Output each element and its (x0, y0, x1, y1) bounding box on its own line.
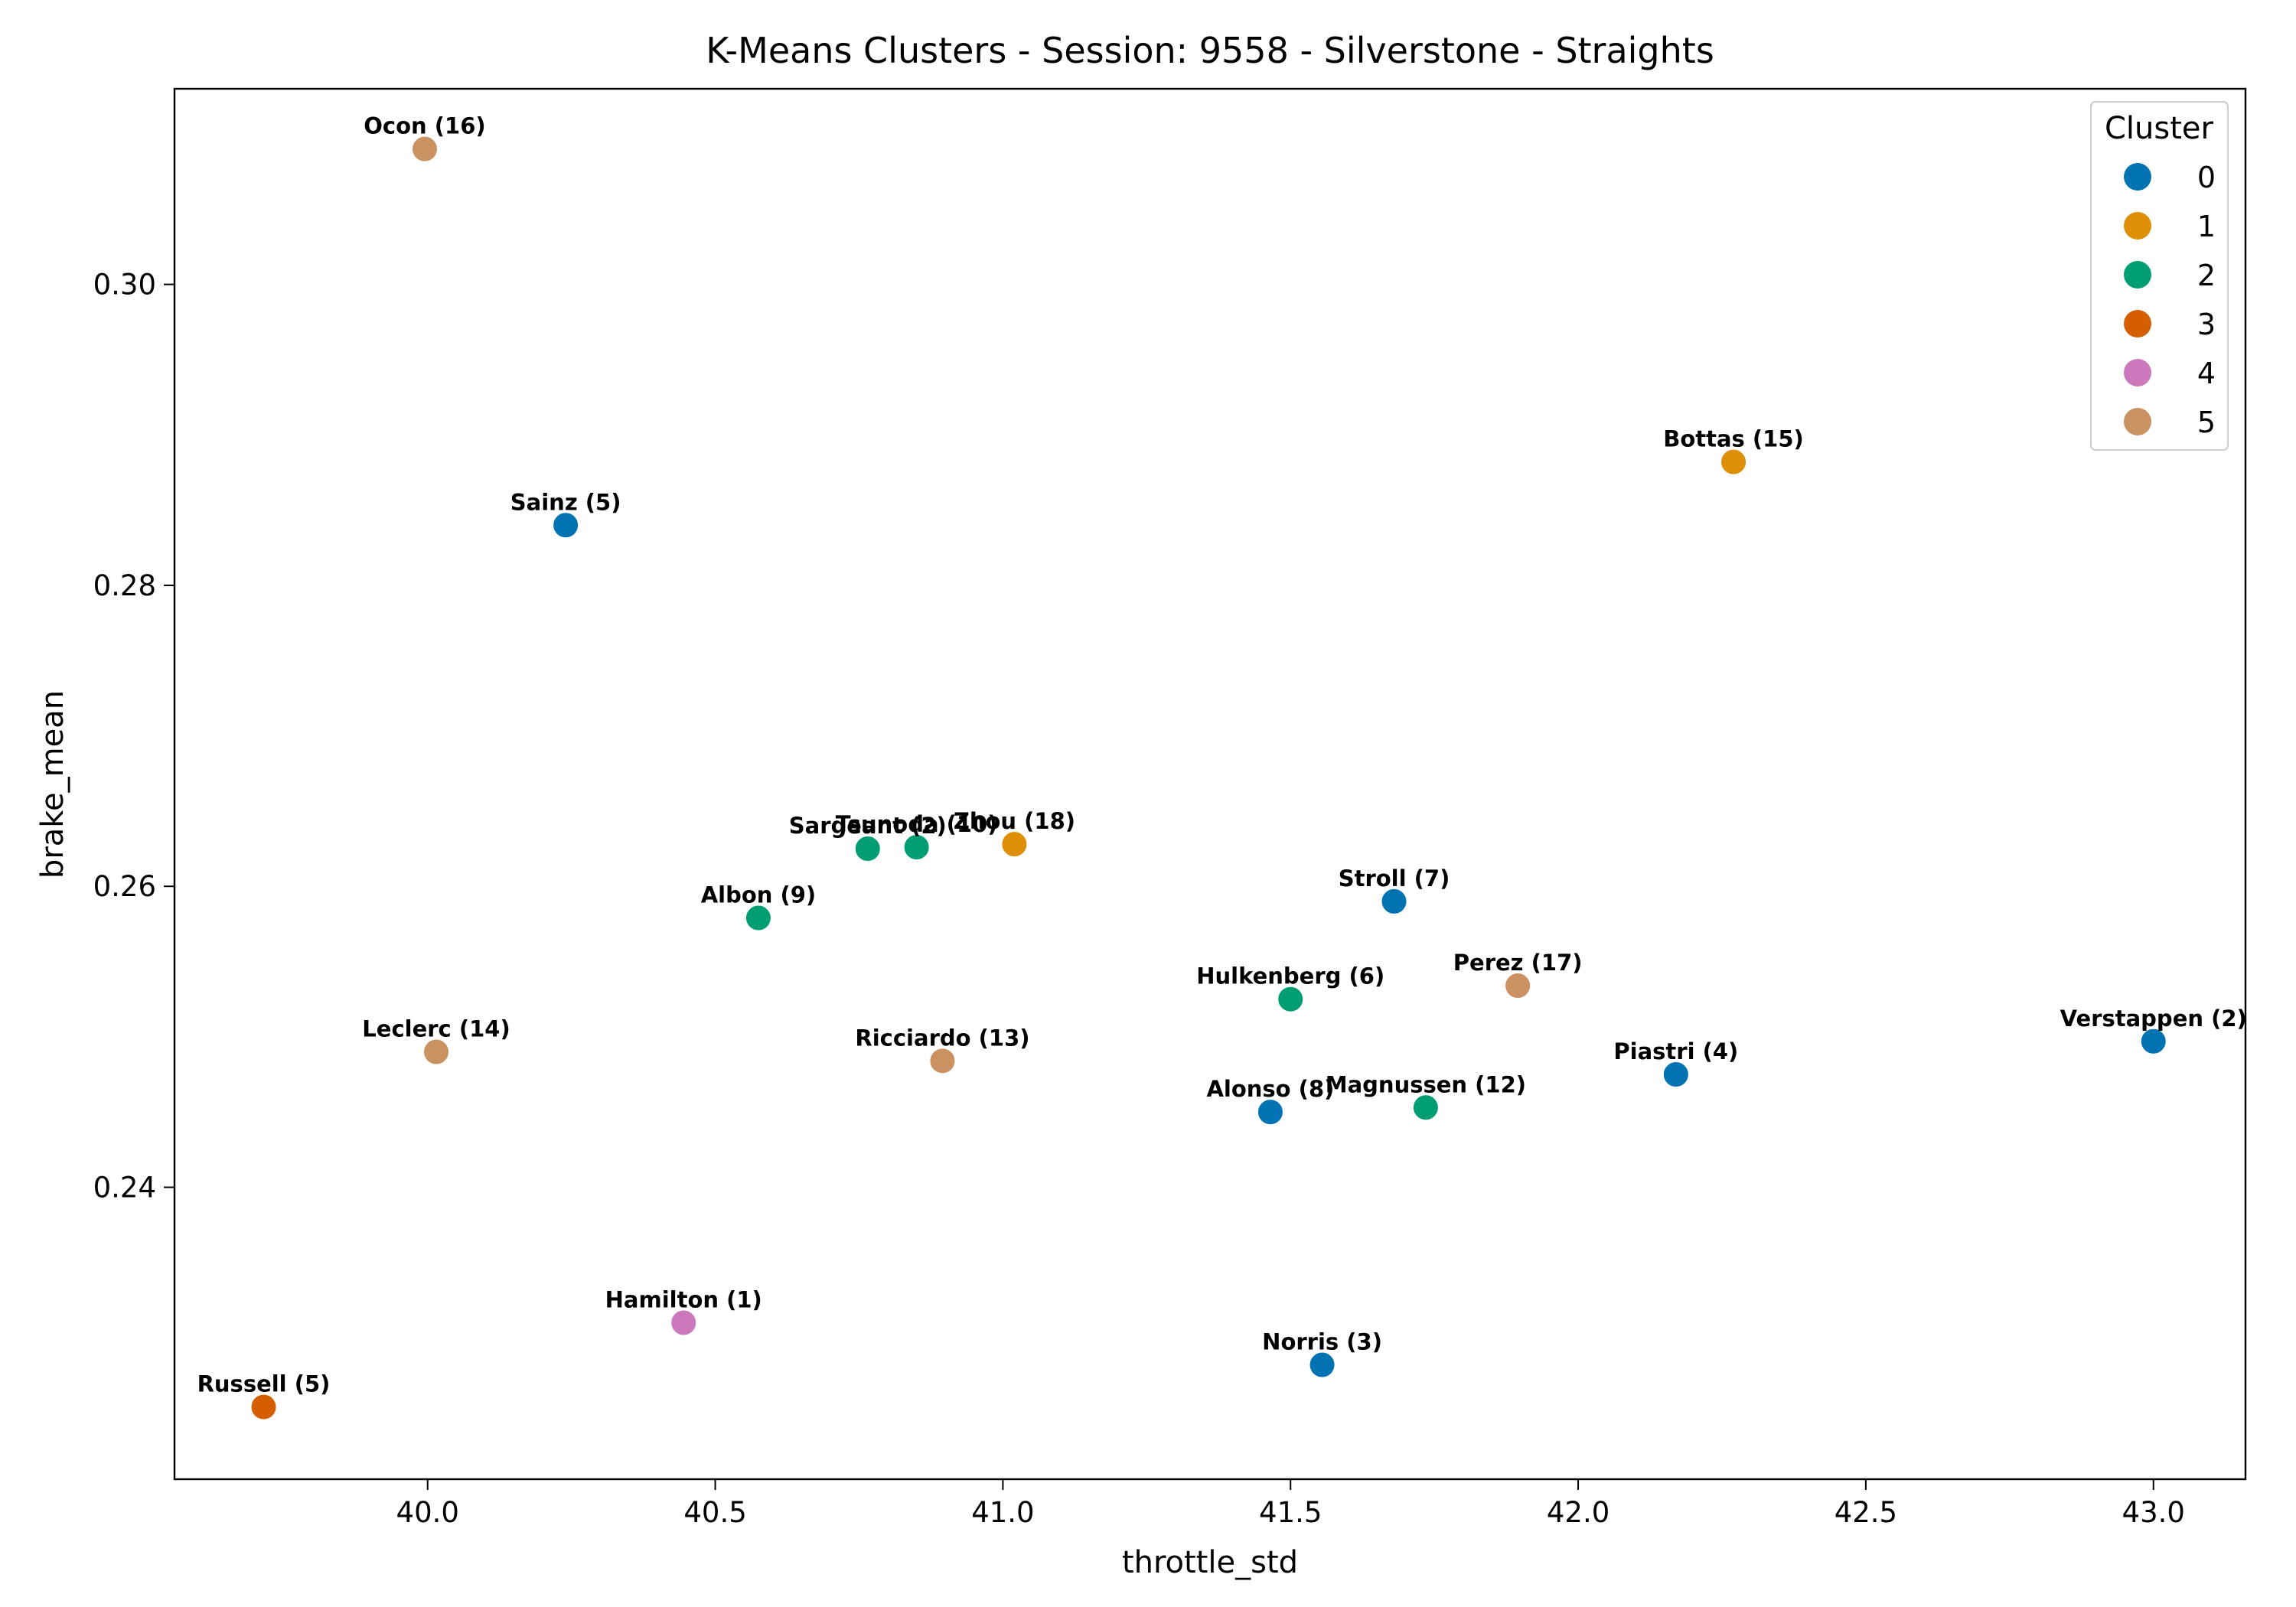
y-tick-label: 0.26 (93, 870, 156, 903)
legend-marker (2124, 261, 2151, 288)
data-point (1000, 830, 1029, 859)
data-point-label: Sargeant (2) (789, 813, 947, 839)
legend-label: 4 (2197, 357, 2216, 390)
x-tick-label: 41.5 (1259, 1496, 1322, 1529)
legend-label: 2 (2197, 259, 2216, 292)
y-tick-label: 0.30 (93, 269, 156, 302)
legend-marker (2124, 310, 2151, 337)
data-point (853, 835, 882, 863)
x-axis-ticks: 40.0 40.5 41.0 41.5 42.0 42.5 43.0 (396, 1479, 2185, 1529)
x-tick-label: 42.0 (1547, 1496, 1609, 1529)
y-axis-ticks: 0.24 0.26 0.28 0.30 (93, 269, 174, 1204)
data-point-label: Zhou (18) (954, 808, 1075, 834)
y-tick-label: 0.28 (93, 569, 156, 602)
legend-entries: 0 1 2 3 4 5 (2124, 161, 2216, 439)
x-tick-label: 40.5 (683, 1496, 746, 1529)
data-point (744, 904, 772, 932)
legend-marker (2124, 408, 2151, 435)
data-point (249, 1393, 278, 1421)
plot-area: 40.0 40.5 41.0 41.5 42.0 42.5 43.0 0.240.260.2… (93, 87, 2247, 1529)
data-point-label: Hamilton (1) (605, 1286, 762, 1312)
data-point-label: Alonso (8) (1206, 1076, 1334, 1102)
data-point (1256, 1098, 1284, 1126)
data-point (552, 511, 580, 539)
data-point-label: Norris (3) (1262, 1329, 1382, 1355)
data-point (422, 1038, 451, 1066)
x-tick-label: 41.0 (971, 1496, 1034, 1529)
data-point (1308, 1351, 1336, 1379)
y-axis-label: brake_mean (35, 690, 70, 878)
legend-label: 3 (2197, 308, 2216, 341)
data-point (1662, 1061, 1690, 1089)
legend-label: 0 (2197, 161, 2216, 194)
data-point-label: Perez (17) (1453, 950, 1583, 976)
data-point-label: Stroll (7) (1339, 865, 1450, 892)
data-point-label: Ricciardo (13) (855, 1025, 1029, 1051)
data-point (670, 1309, 698, 1337)
data-point (928, 1047, 957, 1075)
data-point (902, 833, 931, 862)
x-axis-label: throttle_std (1122, 1545, 1298, 1580)
data-point-label: Ocon (16) (364, 113, 485, 139)
legend-label: 5 (2197, 406, 2216, 439)
x-tick-label: 40.0 (396, 1496, 459, 1529)
data-point (1411, 1094, 1440, 1122)
data-point-label: Albon (9) (701, 882, 817, 908)
data-point-label: Sainz (5) (510, 489, 621, 515)
data-point (1277, 985, 1305, 1013)
data-point-label: Leclerc (14) (362, 1016, 510, 1042)
legend-marker (2124, 163, 2151, 191)
data-point-label: Magnussen (12) (1326, 1071, 1526, 1097)
data-point-label: Verstappen (2) (2060, 1006, 2247, 1032)
legend-frame (2090, 101, 2229, 451)
data-points (249, 135, 2167, 1421)
data-point-label: Bottas (15) (1663, 426, 1804, 452)
data-point (1504, 972, 1532, 1000)
data-point-label: Tsunoda (10) (836, 811, 998, 837)
legend-marker (2124, 212, 2151, 240)
data-point (1720, 448, 1748, 476)
data-point-label: Russell (5) (197, 1371, 331, 1397)
data-point-labels: Ocon (16) Sainz (5) Bottas (15) Sargeant (2… (197, 113, 2247, 1397)
data-point (410, 135, 439, 163)
data-point (2139, 1027, 2167, 1055)
legend-title: Cluster (2105, 111, 2214, 146)
y-tick-label: 0.24 (93, 1172, 156, 1204)
data-point-label: Piastri (4) (1613, 1038, 1738, 1064)
legend-label: 1 (2197, 210, 2216, 243)
data-point-label: Hulkenberg (6) (1196, 963, 1384, 989)
plot-frame (173, 87, 2247, 1481)
data-point (1380, 887, 1408, 915)
chart-title: K-Means Clusters - Session: 9558 - Silve… (706, 30, 1714, 71)
legend-marker (2124, 359, 2151, 386)
x-tick-label: 42.5 (1835, 1496, 1897, 1529)
legend: Cluster 0 1 2 3 4 5 (2090, 101, 2229, 451)
x-tick-label: 43.0 (2122, 1496, 2185, 1529)
